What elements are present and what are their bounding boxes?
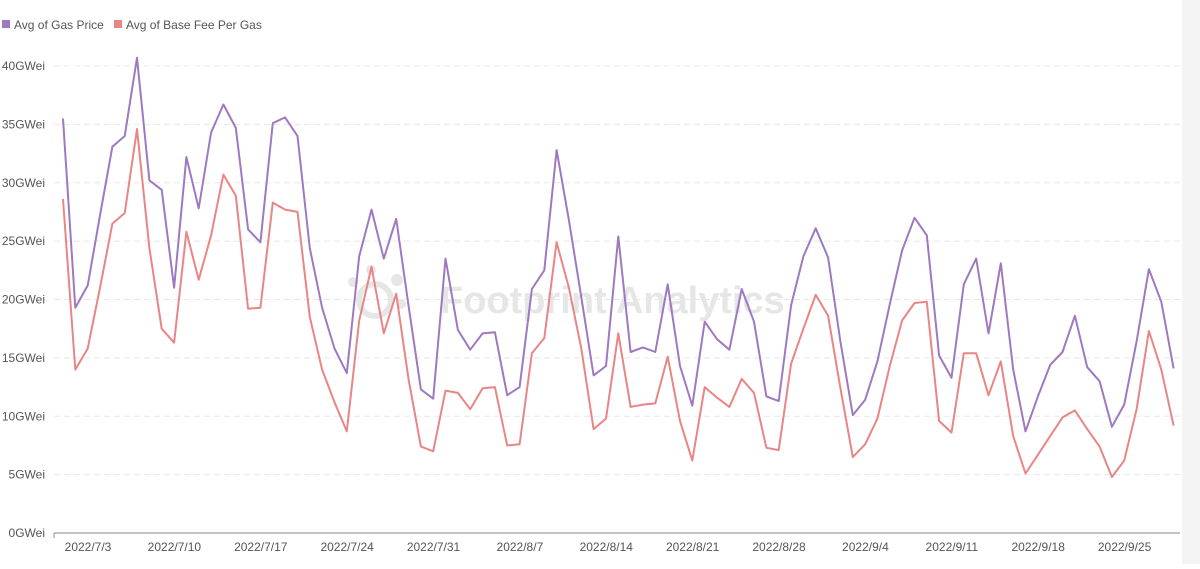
x-tick-label: 2022/8/7 xyxy=(497,540,544,554)
y-axis: 0GWei 5GWei 10GWei 15GWei 20GWei 25GWei 30GWei… xyxy=(2,59,45,540)
x-tick-label: 2022/7/31 xyxy=(407,540,461,554)
series-line-base-fee[interactable] xyxy=(62,128,1175,478)
y-tick-label: 40GWei xyxy=(2,59,45,73)
watermark: Footprint Analytics xyxy=(348,265,785,322)
legend-item-gas-price[interactable]: Avg of Gas Price xyxy=(2,18,104,32)
y-tick-label: 15GWei xyxy=(2,351,45,365)
x-tick-label: 2022/9/11 xyxy=(926,540,979,554)
series-lines xyxy=(62,56,1175,478)
scroll-track[interactable] xyxy=(1182,0,1200,564)
y-tick-label: 35GWei xyxy=(2,117,45,131)
legend-label-gas-price: Avg of Gas Price xyxy=(14,18,104,32)
x-tick-label: 2022/7/3 xyxy=(65,540,112,554)
x-tick-label: 2022/9/4 xyxy=(842,540,889,554)
y-tick-label: 5GWei xyxy=(9,468,45,482)
gridlines xyxy=(54,65,1180,476)
y-tick-label: 30GWei xyxy=(2,176,45,190)
x-tick-label: 2022/9/25 xyxy=(1098,540,1152,554)
legend: Avg of Gas Price Avg of Base Fee Per Gas xyxy=(2,18,262,32)
x-tick-label: 2022/7/10 xyxy=(148,540,202,554)
y-tick-label: 0GWei xyxy=(9,526,45,540)
y-tick-label: 10GWei xyxy=(2,409,45,423)
legend-swatch-base-fee xyxy=(114,20,122,28)
x-tick-label: 2022/8/28 xyxy=(752,540,806,554)
x-tick-label: 2022/9/18 xyxy=(1011,540,1065,554)
x-tick-label: 2022/7/17 xyxy=(234,540,288,554)
legend-item-base-fee[interactable]: Avg of Base Fee Per Gas xyxy=(114,18,262,32)
x-tick-label: 2022/7/24 xyxy=(320,540,374,554)
x-tick-label: 2022/8/14 xyxy=(580,540,634,554)
series-line-gas-price[interactable] xyxy=(62,56,1175,433)
y-tick-label: 20GWei xyxy=(2,293,45,307)
x-tick-label: 2022/8/21 xyxy=(666,540,720,554)
axes: 0GWei 5GWei 10GWei 15GWei 20GWei 25GWei 30GWei… xyxy=(2,59,1180,554)
legend-swatch-gas-price xyxy=(2,20,10,28)
legend-label-base-fee: Avg of Base Fee Per Gas xyxy=(126,18,262,32)
y-tick-label: 25GWei xyxy=(2,234,45,248)
x-axis: 2022/7/3 2022/7/10 2022/7/17 2022/7/24 2022/… xyxy=(53,532,1180,554)
